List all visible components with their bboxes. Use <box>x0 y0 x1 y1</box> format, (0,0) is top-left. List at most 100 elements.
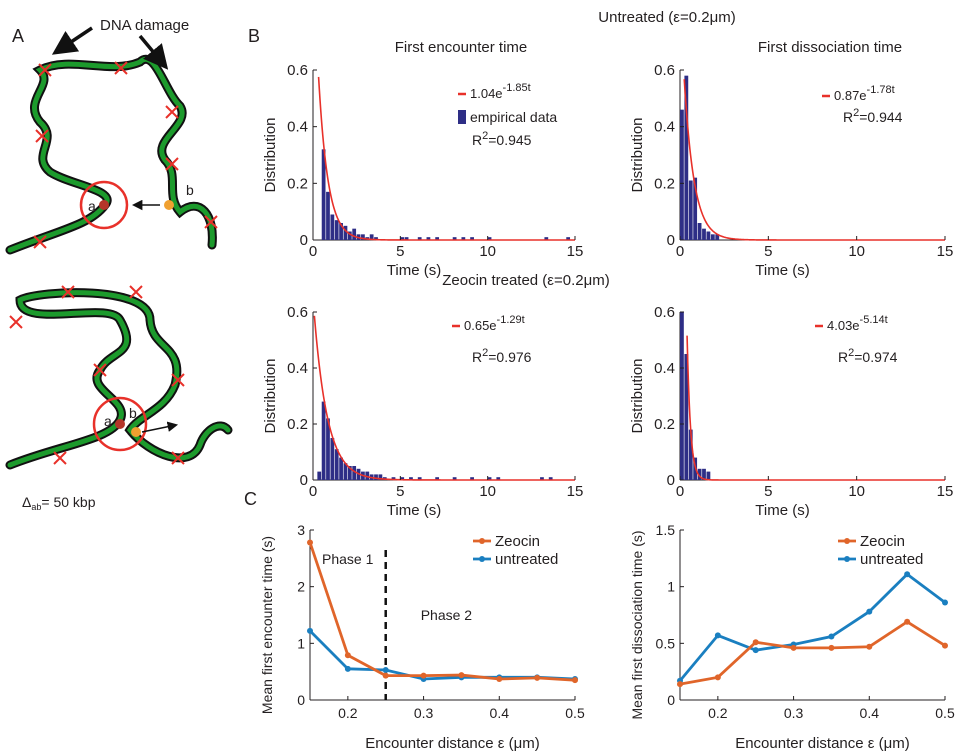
damage-cross <box>53 451 67 465</box>
legend-label-untreated: untreated <box>860 551 923 568</box>
x-tick-label: 5 <box>764 483 772 500</box>
r-squared-label: R2=0.944 <box>843 107 903 125</box>
y-tick-label: 0.6 <box>654 62 675 79</box>
x-tick-label: 0.3 <box>784 705 804 721</box>
histogram-bar <box>697 223 702 240</box>
histogram-bar <box>548 477 553 480</box>
histogram-bar <box>339 457 343 480</box>
x-tick-label: 10 <box>479 483 496 500</box>
y-tick-label: 0.6 <box>654 304 675 321</box>
locus-b <box>164 200 174 210</box>
x-tick-label: 5 <box>396 483 404 500</box>
x-tick-label: 15 <box>937 483 954 500</box>
data-point-zeocin <box>572 677 578 684</box>
histogram-bar <box>378 474 383 480</box>
x-tick-label: 0.5 <box>935 705 955 721</box>
y-tick-label: 0.2 <box>654 175 675 192</box>
x-tick-label: 10 <box>848 483 865 500</box>
data-point-zeocin <box>458 672 465 679</box>
x-axis-label: Time (s) <box>387 502 441 519</box>
y-tick-label: 0 <box>667 472 675 489</box>
series-line-zeocin <box>679 620 946 686</box>
histogram-bar <box>352 228 357 240</box>
r-squared-label: R2=0.974 <box>838 347 898 365</box>
damage-cross <box>204 215 218 229</box>
histogram-bar <box>684 354 689 480</box>
y-tick-label: 0 <box>297 692 305 708</box>
data-point-untreated <box>942 599 948 606</box>
chromatin-fiber-top <box>5 54 217 255</box>
histogram-bar <box>470 477 474 480</box>
histogram-bar <box>417 237 422 240</box>
fit-equation: 1.04e-1.85t <box>470 82 531 101</box>
histogram-bar <box>374 474 378 480</box>
histogram-bar <box>688 180 693 240</box>
data-point-untreated <box>307 627 313 634</box>
histogram-bar <box>544 237 549 240</box>
x-tick-label: 0.3 <box>414 705 434 721</box>
damage-cross <box>33 235 47 249</box>
histogram-zeocin-encounter: 0 5 10 15 0 0.2 0.4 0.6 Time (s) Distribution 0.65… <box>262 304 583 519</box>
dna-damage-label: DNA damage <box>100 17 189 34</box>
data-point-zeocin <box>382 672 389 679</box>
exponential-fit-curve <box>683 79 945 241</box>
x-tick-label: 10 <box>479 243 496 260</box>
y-axis-label: Distribution <box>262 358 279 433</box>
damage-cross <box>165 157 179 171</box>
locus-b-label: b <box>186 182 194 198</box>
panel-letter-c: C <box>244 489 257 509</box>
histogram-bar <box>435 237 440 240</box>
histogram-bar <box>417 477 422 480</box>
y-tick-label: 0.2 <box>654 416 675 433</box>
y-axis-label: Distribution <box>262 117 279 192</box>
x-tick-label: 0.5 <box>565 705 585 721</box>
data-point-untreated <box>344 665 351 672</box>
x-tick-label: 15 <box>567 243 584 260</box>
data-point-zeocin <box>714 674 721 681</box>
data-legend-label: empirical data <box>470 109 557 125</box>
panel-letter-a: A <box>12 26 24 46</box>
r-squared-label: R2=0.976 <box>472 347 532 365</box>
y-axis-label: Mean first dissociation time (s) <box>629 530 645 719</box>
damage-marks-top <box>33 61 218 249</box>
histogram-bar <box>487 237 492 240</box>
locus-b-label: b <box>129 405 137 421</box>
y-tick-label: 1.5 <box>656 522 676 538</box>
histogram-bar <box>697 468 702 480</box>
y-tick-label: 1 <box>297 635 305 651</box>
y-axis-label: Mean first encounter time (s) <box>259 536 275 714</box>
histogram-bar <box>326 418 330 480</box>
histogram-bar <box>347 466 352 480</box>
histogram-bar <box>321 401 326 480</box>
x-tick-label: 0 <box>676 483 684 500</box>
data-point-untreated <box>866 608 873 615</box>
column-title-dissociation: First dissociation time <box>758 39 902 56</box>
histogram-bar <box>409 477 413 480</box>
legend-label-zeocin: Zeocin <box>860 533 905 550</box>
histogram-bar <box>369 234 374 240</box>
damage-cross <box>93 363 107 377</box>
damage-cross <box>35 129 49 143</box>
dissociation-arrow <box>141 421 179 433</box>
histogram-bar <box>566 237 571 240</box>
histogram-bar <box>435 477 440 480</box>
data-point-zeocin <box>752 639 759 646</box>
data-point-untreated <box>714 632 721 639</box>
histogram-bar <box>317 471 322 480</box>
phase-1-label: Phase 1 <box>322 551 374 567</box>
histogram-bar <box>461 237 466 240</box>
x-tick-label: 5 <box>396 243 404 260</box>
exponential-fit-curve <box>313 315 575 481</box>
y-tick-label: 0.4 <box>654 119 675 136</box>
panel-letter-b: B <box>248 26 260 46</box>
damage-cross <box>129 285 143 299</box>
histogram-zeocin-dissociation: 0 5 10 15 0 0.2 0.4 0.6 Time (s) Distribution 4.03… <box>629 304 953 519</box>
histogram-bar <box>540 477 544 480</box>
histogram-bar <box>452 237 457 240</box>
y-tick-label: 0.4 <box>287 360 308 377</box>
histogram-bar <box>321 149 326 240</box>
x-tick-label: 0 <box>309 243 317 260</box>
fit-equation: 4.03e-5.14t <box>827 314 888 333</box>
encounter-radius-circle <box>79 180 129 230</box>
damage-cross <box>9 315 23 329</box>
